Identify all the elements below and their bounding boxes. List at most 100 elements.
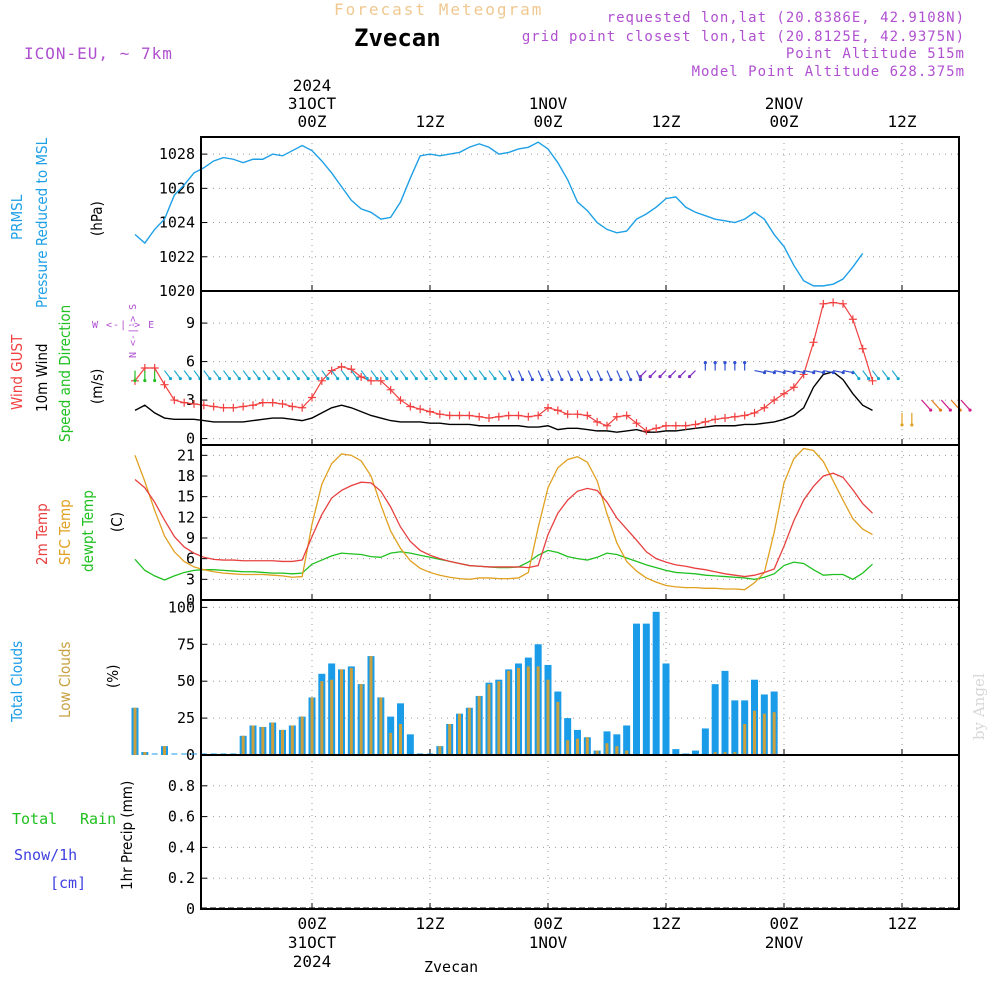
pressure-line bbox=[134, 141, 864, 287]
wind-arrow-head bbox=[638, 374, 642, 379]
wind-arrow-head bbox=[503, 376, 507, 381]
wind-arrow-head bbox=[857, 376, 861, 381]
wind-arrow-head bbox=[687, 374, 692, 379]
bottom-time-label: 2024 bbox=[293, 952, 332, 971]
gust-marker bbox=[170, 396, 179, 405]
wind-arrow-head bbox=[896, 376, 900, 381]
wind-arrow bbox=[370, 370, 378, 379]
wind-arrow bbox=[764, 369, 775, 374]
wind-arrow-head bbox=[404, 376, 409, 381]
low-cloud-bar bbox=[389, 732, 393, 755]
y-tick-label: 1020 bbox=[159, 282, 195, 300]
wind-arrow bbox=[311, 370, 319, 379]
wind-arrow bbox=[321, 370, 329, 379]
gust-marker bbox=[288, 402, 297, 411]
gust-marker bbox=[367, 376, 375, 385]
wind-arrow-head bbox=[316, 376, 320, 381]
wind-arrow-head bbox=[968, 408, 972, 412]
wind-arrow bbox=[754, 369, 765, 374]
gust-marker bbox=[268, 398, 277, 407]
y-tick-label: 1026 bbox=[159, 179, 195, 197]
y-tick-label: 0.8 bbox=[168, 777, 195, 795]
wind-arrow bbox=[774, 369, 785, 374]
wind-arrow bbox=[390, 370, 398, 379]
low-cloud-bar bbox=[300, 716, 304, 755]
wind-arrow bbox=[419, 370, 427, 379]
y-tick-label: 15 bbox=[177, 488, 195, 506]
wind-arrow bbox=[586, 370, 592, 380]
low-cloud-bar bbox=[369, 656, 373, 755]
gust-marker bbox=[396, 396, 405, 405]
wind-arrow bbox=[360, 370, 368, 379]
gust-marker bbox=[603, 421, 611, 430]
wind-arrow bbox=[203, 370, 211, 379]
gust-marker bbox=[839, 299, 847, 308]
gust-marker bbox=[278, 399, 287, 408]
wind-arrow-head bbox=[841, 370, 845, 375]
gust-marker bbox=[691, 420, 700, 429]
low-cloud-bar bbox=[320, 681, 324, 755]
wind-arrow-head bbox=[168, 376, 173, 381]
wind-arrow bbox=[606, 370, 612, 380]
wind-arrow-head bbox=[782, 370, 786, 375]
wind-arrow-head bbox=[713, 360, 717, 365]
low-cloud-bar bbox=[310, 697, 314, 755]
gust-marker bbox=[544, 403, 552, 412]
total-cloud-bar bbox=[692, 750, 699, 755]
low-cloud-bar bbox=[399, 724, 402, 755]
wind-arrow-head bbox=[658, 374, 662, 379]
wind-arrow bbox=[429, 370, 437, 379]
wind-arrow bbox=[301, 370, 309, 379]
wind-arrow-head bbox=[473, 376, 477, 381]
location-title: Zvecan bbox=[354, 24, 441, 52]
low-cloud-bar bbox=[379, 697, 383, 755]
wind-arrow-head bbox=[772, 370, 776, 375]
bottom-time-label: 12Z bbox=[888, 914, 917, 933]
low-cloud-bar bbox=[595, 750, 599, 755]
wind-arrow bbox=[517, 370, 524, 380]
wind-arrow bbox=[380, 370, 388, 379]
low-cloud-bar bbox=[576, 738, 579, 755]
bottom-time-label: 12Z bbox=[416, 914, 445, 933]
gust-marker bbox=[465, 411, 474, 420]
low-cloud-bar bbox=[713, 752, 717, 755]
wind-arrow bbox=[921, 399, 932, 411]
wind-gust-line bbox=[134, 301, 874, 432]
gust-marker bbox=[209, 402, 218, 411]
wind-arrow bbox=[547, 370, 553, 380]
wind-arrow-head bbox=[762, 370, 767, 375]
wind-arrow bbox=[459, 370, 466, 379]
wind-arrow-head bbox=[257, 376, 261, 381]
gust-marker bbox=[347, 365, 356, 374]
wind-arrow-head bbox=[153, 378, 157, 383]
low-cloud-bar bbox=[526, 666, 530, 755]
wind-arrow bbox=[872, 370, 879, 379]
wind-arrow bbox=[400, 370, 407, 379]
wind-arrow bbox=[242, 370, 250, 379]
low-cloud-bar bbox=[615, 746, 619, 755]
wind-arrow-head bbox=[648, 374, 652, 379]
wind-arrow-head bbox=[609, 377, 613, 382]
plot-frame bbox=[200, 136, 960, 910]
gust-marker bbox=[770, 396, 779, 405]
wind-arrow-head bbox=[938, 408, 943, 412]
gust-marker bbox=[583, 411, 592, 420]
gust-marker bbox=[858, 344, 867, 353]
wind-arrow bbox=[537, 370, 543, 380]
low-cloud-bar bbox=[497, 681, 501, 755]
low-cloud-bar bbox=[477, 695, 481, 755]
wind-arrow-head bbox=[434, 376, 438, 381]
top-time-label: 2024 bbox=[293, 76, 332, 95]
y-tick-label: 0 bbox=[186, 430, 195, 448]
wind-arrow-head bbox=[560, 377, 564, 382]
gust-marker bbox=[642, 426, 651, 435]
gust-marker bbox=[563, 410, 572, 419]
low-cloud-bar bbox=[772, 712, 776, 755]
wind-arrow bbox=[508, 370, 514, 380]
wind-arrow-head bbox=[550, 377, 554, 382]
low-cloud-bar bbox=[507, 670, 511, 755]
low-cloud-bar bbox=[605, 743, 609, 755]
gust-marker bbox=[652, 424, 661, 433]
wind-arrow bbox=[527, 370, 533, 380]
